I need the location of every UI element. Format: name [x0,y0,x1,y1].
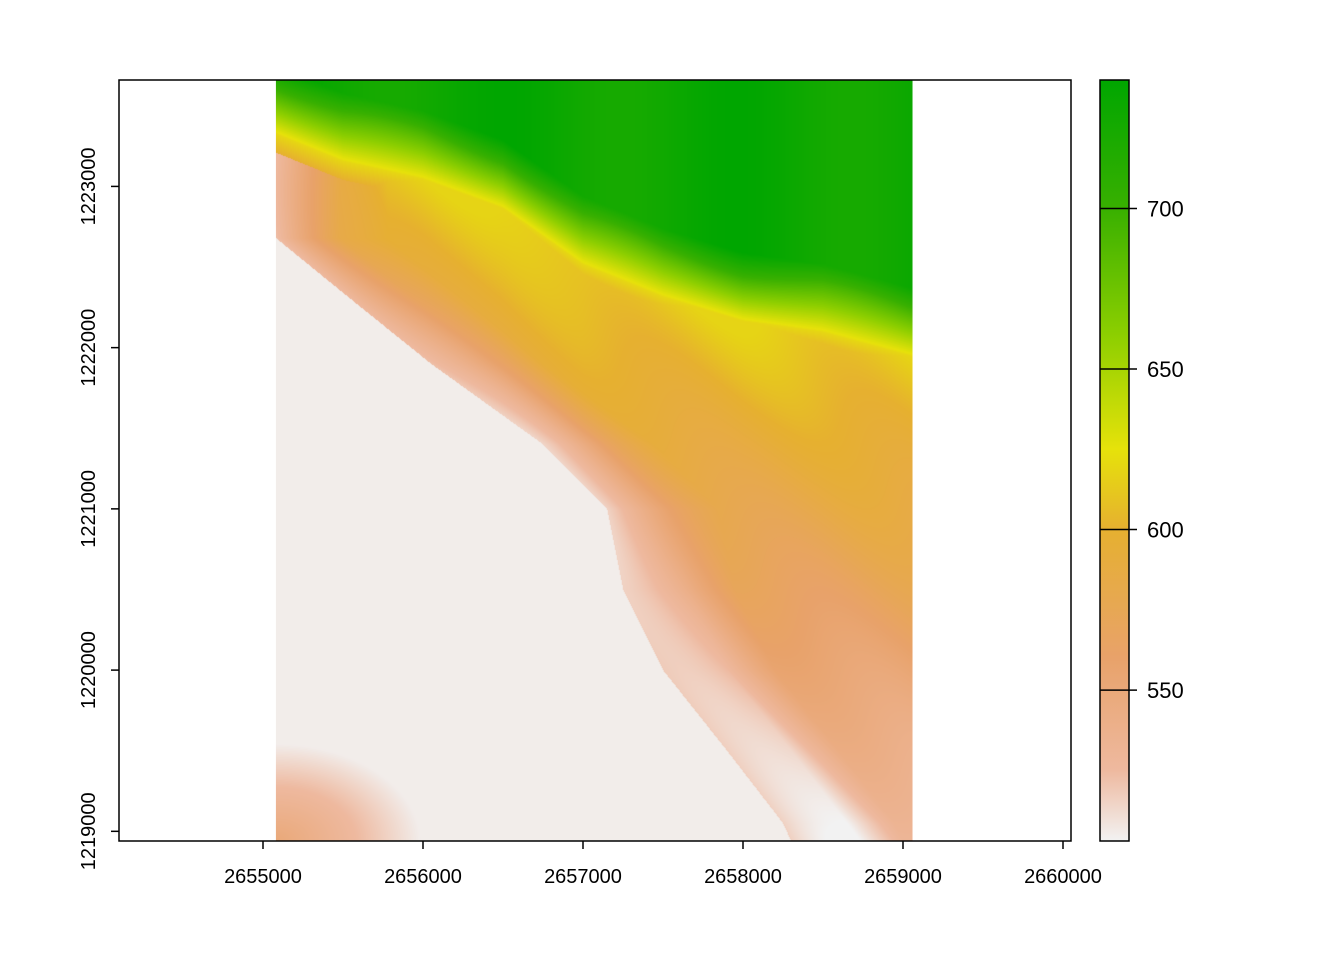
y-tick-label: 1223000 [78,147,100,225]
legend-tick-label: 700 [1147,196,1184,221]
x-tick-label: 2657000 [544,866,622,888]
elevation-raster [275,80,913,841]
legend-color-bar [1099,79,1130,842]
legend-ticks: 550 600 650 700 [1100,196,1184,703]
plot-frame [118,79,1072,842]
y-tick-label: 1220000 [78,631,100,709]
legend-tick-label: 650 [1147,357,1184,382]
x-tick-label: 2655000 [224,866,302,888]
color-legend: 550 600 650 700 [1099,79,1184,842]
y-tick-label: 1221000 [78,470,100,548]
x-axis: 2655000 2656000 2657000 2658000 2659000 26600… [224,841,1102,888]
legend-tick-label: 550 [1147,678,1184,703]
y-axis: 1219000 1220000 1221000 1222000 1223000 [78,147,119,870]
y-tick-label: 1222000 [78,309,100,387]
x-tick-label: 2656000 [384,866,462,888]
legend-tick-label: 600 [1147,518,1184,543]
x-tick-label: 2658000 [704,866,782,888]
x-tick-label: 2659000 [864,866,942,888]
x-tick-label: 2660000 [1024,866,1102,888]
elevation-raster-image [275,80,913,841]
y-tick-label: 1219000 [78,792,100,870]
